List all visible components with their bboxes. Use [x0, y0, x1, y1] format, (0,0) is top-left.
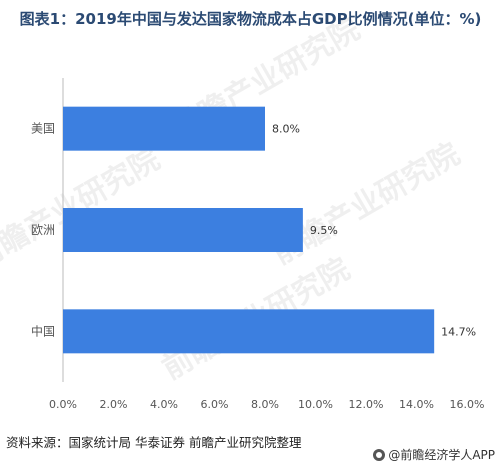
category-label-1: 欧洲 — [31, 223, 55, 237]
brand-credit: @前瞻经济学人APP — [373, 446, 495, 463]
data-label-1: 9.5% — [310, 224, 338, 237]
x-tick-label-1: 2.0% — [100, 398, 128, 411]
brand-logo-icon — [373, 448, 386, 461]
x-tick-label-0: 0.0% — [49, 398, 77, 411]
bar-2 — [63, 309, 435, 354]
x-tick-label-2: 4.0% — [150, 398, 178, 411]
x-tick-label-7: 14.0% — [399, 398, 434, 411]
x-tick-label-4: 8.0% — [251, 398, 279, 411]
x-tick-label-6: 12.0% — [349, 398, 384, 411]
chart-title: 图表1：2019年中国与发达国家物流成本占GDP比例情况(单位：%) — [19, 10, 482, 28]
source-note: 资料来源：国家统计局 华泰证券 前瞻产业研究院整理 — [6, 435, 302, 450]
x-tick-label-3: 6.0% — [201, 398, 229, 411]
category-label-2: 中国 — [31, 323, 55, 338]
category-label-0: 美国 — [31, 122, 55, 136]
data-label-0: 8.0% — [272, 123, 300, 136]
data-label-2: 14.7% — [441, 325, 476, 338]
x-tick-label-8: 16.0% — [450, 398, 485, 411]
x-tick-label-5: 10.0% — [298, 398, 333, 411]
bar-0 — [63, 106, 265, 151]
bar-1 — [63, 208, 303, 252]
brand-text: @前瞻经济学人APP — [388, 448, 495, 462]
